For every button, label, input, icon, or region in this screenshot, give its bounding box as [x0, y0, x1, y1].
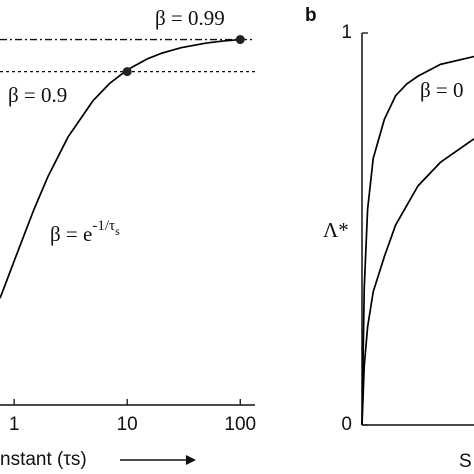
annotation: β = 0.9	[8, 83, 67, 107]
y-tick-label: 1	[341, 22, 352, 43]
x-tick-label: 1	[9, 414, 20, 435]
curve	[361, 55, 474, 426]
x-axis-label: S	[459, 451, 472, 472]
formula-base: β = e	[50, 222, 92, 246]
arrow-head	[186, 455, 196, 465]
x-tick-label: 100	[224, 414, 256, 435]
curve	[0, 38, 241, 299]
formula-subscript: s	[115, 224, 120, 238]
y-tick-label: 0	[341, 414, 352, 435]
formula: β = e-1/τs	[50, 218, 120, 245]
annotation: β = 0	[420, 78, 464, 102]
curve	[361, 138, 474, 426]
highlight-point	[235, 35, 245, 45]
formula-exponent: -1/τ	[92, 218, 115, 234]
annotation: β = 0.99	[155, 6, 225, 30]
x-axis-label: nstant (τs)	[0, 449, 87, 470]
panel-label: b	[305, 5, 317, 26]
highlight-point	[122, 67, 132, 77]
x-tick-label: 10	[117, 414, 138, 435]
y-axis-label: Λ*	[323, 218, 349, 242]
